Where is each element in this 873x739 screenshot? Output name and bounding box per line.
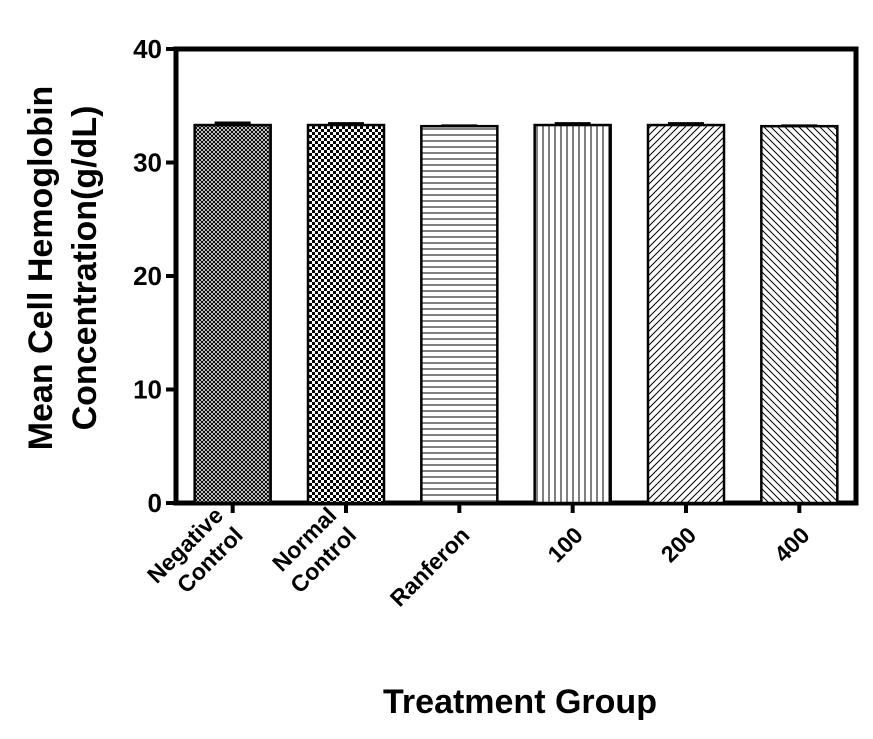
x-tick-label-line: 100 <box>542 522 588 568</box>
bar <box>760 124 839 505</box>
y-tick-label: 20 <box>133 261 162 291</box>
bar <box>420 124 499 505</box>
y-tick-label: 10 <box>133 375 162 405</box>
bar <box>646 123 726 505</box>
y-tick-label: 30 <box>133 148 162 178</box>
y-tick-label: 0 <box>148 488 162 518</box>
y-axis-title-line-1: Mean Cell Hemoglobin <box>22 86 60 451</box>
bar <box>533 123 612 505</box>
bar <box>193 123 272 505</box>
x-tick-label-line: 200 <box>656 522 702 568</box>
y-axis-title: Mean Cell Hemoglobin Concentration(g/dL) <box>22 86 104 451</box>
bar <box>306 123 386 505</box>
x-tick-label: 100 <box>542 522 588 568</box>
x-axis-title: Treatment Group <box>383 683 657 721</box>
y-tick-label: 40 <box>133 34 162 64</box>
x-tick-label-line: 400 <box>769 522 815 568</box>
plot-frame <box>173 46 859 506</box>
bars-group <box>193 121 839 505</box>
y-axis-title-line-2: Concentration(g/dL) <box>66 106 104 431</box>
x-tick-label-line: Ranferon <box>385 522 475 612</box>
x-tick-label: 200 <box>656 522 702 568</box>
x-tick-label: Ranferon <box>385 522 475 612</box>
x-tick-label: 400 <box>769 522 815 568</box>
y-axis: 0 10 20 30 40 <box>133 34 176 518</box>
